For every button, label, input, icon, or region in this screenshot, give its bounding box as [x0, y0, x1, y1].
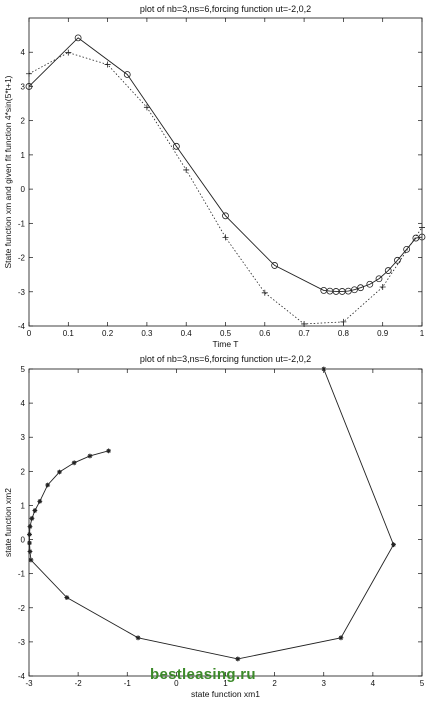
x-tick-label: 0.8 — [338, 329, 350, 338]
data-point-star — [57, 469, 62, 475]
data-point-star — [29, 516, 35, 521]
y-tick-label: -1 — [18, 219, 26, 228]
data-point-circle — [394, 256, 401, 264]
data-point-circle — [271, 262, 279, 269]
data-point-star — [106, 448, 111, 454]
y-tick-label: 4 — [21, 399, 26, 408]
y-tick-label: 3 — [21, 433, 26, 442]
data-point-circle — [384, 267, 392, 274]
data-point-star — [27, 524, 33, 529]
y-axis-label: State function xm and given fit function… — [3, 75, 13, 268]
data-point-star — [37, 498, 43, 504]
y-tick-label: -3 — [18, 638, 26, 647]
data-point-plus — [26, 70, 32, 77]
data-point-plus — [340, 318, 347, 325]
data-point-star — [235, 656, 241, 662]
x-tick-label: -1 — [124, 679, 132, 688]
y-tick-label: 4 — [21, 48, 26, 57]
data-point-circle — [222, 212, 229, 220]
x-tick-label: 0.1 — [63, 329, 75, 338]
series-line-0 — [29, 368, 395, 660]
y-tick-label: -3 — [18, 288, 26, 297]
data-point-star — [338, 635, 344, 641]
y-tick-label: -1 — [18, 570, 26, 579]
watermark-text: bestleasing.ru — [150, 666, 256, 683]
data-point-plus — [143, 104, 150, 111]
chart-title: plot of nb=3,ns=6,forcing function ut=-2… — [140, 4, 311, 14]
data-point-plus — [379, 283, 386, 290]
x-tick-label: 5 — [420, 679, 425, 688]
series-line-1 — [28, 52, 423, 325]
x-tick-label: 1 — [420, 329, 425, 338]
y-tick-label: 3 — [21, 82, 26, 91]
y-tick-label: 1 — [21, 151, 26, 160]
data-point-star — [64, 595, 70, 600]
x-tick-label: 0.9 — [377, 329, 389, 338]
plot-frame — [28, 368, 423, 677]
data-point-star — [391, 542, 396, 548]
data-point-plus — [261, 289, 268, 296]
data-point-star — [27, 549, 33, 554]
data-point-star — [28, 557, 34, 563]
x-tick-label: 0 — [27, 329, 32, 338]
y-tick-label: -4 — [18, 672, 26, 681]
plot-frame — [28, 17, 423, 327]
y-tick-label: 5 — [21, 365, 26, 374]
data-point-plus — [419, 224, 425, 231]
x-tick-label: 0.4 — [181, 329, 193, 338]
data-point-star — [45, 482, 51, 488]
data-point-star — [32, 508, 38, 513]
data-point-circle — [172, 142, 180, 150]
data-point-circle — [375, 275, 383, 283]
data-point-plus — [65, 49, 72, 56]
y-tick-label: 0 — [21, 536, 26, 545]
x-tick-label: 1 — [223, 679, 228, 688]
x-tick-label: -3 — [25, 679, 33, 688]
x-tick-label: -2 — [75, 679, 83, 688]
data-point-plus — [183, 166, 190, 173]
data-point-circle — [351, 286, 358, 294]
data-point-circle — [357, 284, 365, 292]
y-tick-label: 0 — [21, 185, 26, 194]
x-tick-label: 4 — [371, 679, 376, 688]
data-point-star — [135, 635, 141, 641]
data-point-plus — [222, 234, 229, 241]
x-tick-label: 3 — [322, 679, 327, 688]
chart-phase-plot: plot of nb=3,ns=6,forcing function ut=-2… — [3, 354, 425, 699]
y-tick-label: 2 — [21, 467, 26, 476]
y-axis-label: state function xm2 — [3, 488, 13, 557]
x-tick-label: 0.6 — [259, 329, 271, 338]
x-tick-label: 0.5 — [220, 329, 232, 338]
data-point-circle — [403, 245, 411, 253]
data-point-star — [27, 532, 32, 537]
x-tick-label: 0.3 — [141, 329, 153, 338]
y-tick-label: -4 — [18, 322, 26, 331]
x-axis-label: Time T — [213, 339, 239, 349]
y-tick-label: -2 — [18, 254, 26, 263]
chart-time-response: plot of nb=3,ns=6,forcing function ut=-2… — [3, 4, 426, 349]
data-point-circle — [344, 287, 352, 295]
data-point-circle — [123, 71, 131, 78]
data-point-circle — [366, 280, 374, 288]
data-point-circle — [25, 83, 33, 90]
chart-title: plot of nb=3,ns=6,forcing function ut=-2… — [140, 354, 311, 364]
data-point-star — [321, 366, 327, 372]
data-point-plus — [301, 320, 308, 327]
y-tick-label: -2 — [18, 604, 26, 613]
x-tick-label: 0 — [174, 679, 179, 688]
x-tick-label: 2 — [272, 679, 277, 688]
x-axis-label: state function xm1 — [191, 689, 260, 699]
data-point-circle — [418, 233, 426, 241]
y-tick-label: 1 — [21, 501, 26, 510]
data-point-circle — [74, 34, 82, 42]
data-point-star — [27, 540, 32, 546]
series-line-0 — [28, 37, 423, 292]
data-point-star — [71, 460, 77, 466]
x-tick-label: 0.2 — [102, 329, 114, 338]
data-point-star — [87, 453, 93, 459]
y-tick-label: 2 — [21, 117, 26, 126]
data-point-plus — [104, 61, 111, 68]
x-tick-label: 0.7 — [299, 329, 311, 338]
